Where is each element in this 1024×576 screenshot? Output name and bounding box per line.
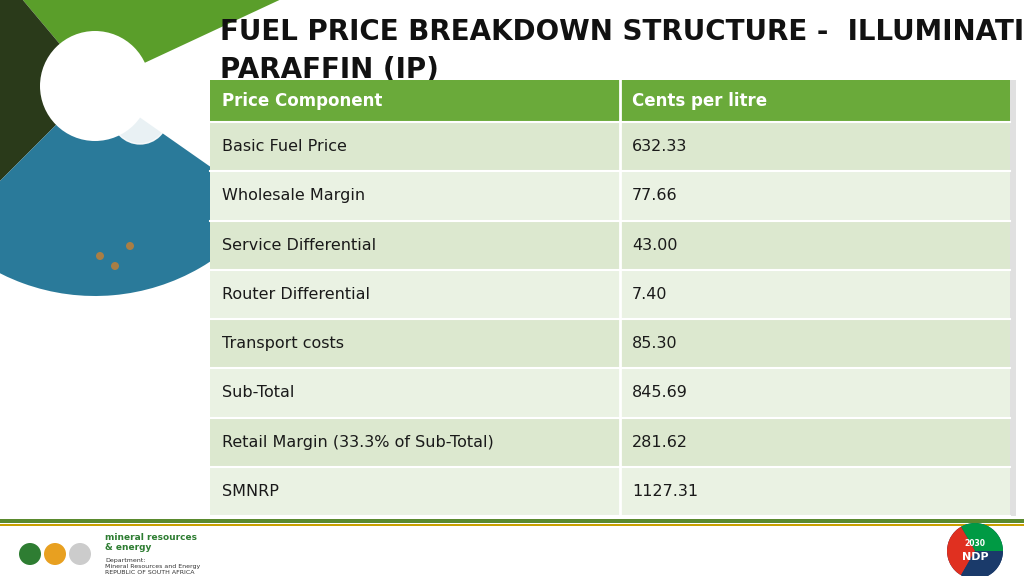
Wedge shape <box>947 526 975 575</box>
Text: 2030: 2030 <box>965 539 985 548</box>
Text: FUEL PRICE BREAKDOWN STRUCTURE -  ILLUMINATING: FUEL PRICE BREAKDOWN STRUCTURE - ILLUMIN… <box>220 18 1024 46</box>
Circle shape <box>40 31 150 141</box>
Text: & energy: & energy <box>105 544 152 552</box>
Circle shape <box>19 543 41 565</box>
Bar <box>210 368 1010 418</box>
Bar <box>1010 80 1016 516</box>
Bar <box>0 0 210 521</box>
Text: 845.69: 845.69 <box>632 385 688 400</box>
Text: Router Differential: Router Differential <box>222 287 370 302</box>
Bar <box>0 519 1024 523</box>
Circle shape <box>96 252 104 260</box>
Bar <box>0 524 1024 526</box>
Wedge shape <box>0 0 95 234</box>
Text: mineral resources: mineral resources <box>105 533 197 543</box>
Bar <box>210 270 1010 319</box>
Circle shape <box>44 543 66 565</box>
Wedge shape <box>0 0 286 86</box>
Bar <box>210 319 1010 368</box>
Text: Retail Margin (33.3% of Sub-Total): Retail Margin (33.3% of Sub-Total) <box>222 435 494 450</box>
Text: 77.66: 77.66 <box>632 188 678 203</box>
Text: Wholesale Margin: Wholesale Margin <box>222 188 366 203</box>
Wedge shape <box>0 86 267 296</box>
Text: Cents per litre: Cents per litre <box>632 92 767 110</box>
Text: 1127.31: 1127.31 <box>632 484 698 499</box>
Wedge shape <box>961 551 1002 576</box>
Text: 43.00: 43.00 <box>632 238 678 253</box>
Bar <box>210 221 1010 270</box>
Text: Basic Fuel Price: Basic Fuel Price <box>222 139 347 154</box>
Text: Transport costs: Transport costs <box>222 336 344 351</box>
Wedge shape <box>961 523 1002 551</box>
Circle shape <box>126 242 134 250</box>
Bar <box>210 122 1010 171</box>
Text: 632.33: 632.33 <box>632 139 687 154</box>
Bar <box>210 171 1010 221</box>
Text: Department:
Mineral Resources and Energy
REPUBLIC OF SOUTH AFRICA: Department: Mineral Resources and Energy… <box>105 558 201 575</box>
Text: SMNRP: SMNRP <box>222 484 279 499</box>
Circle shape <box>947 523 1002 576</box>
Text: Price Component: Price Component <box>222 92 382 110</box>
Circle shape <box>112 88 168 144</box>
Text: PARAFFIN (IP): PARAFFIN (IP) <box>220 56 439 84</box>
Text: Service Differential: Service Differential <box>222 238 376 253</box>
Circle shape <box>69 543 91 565</box>
Bar <box>210 418 1010 467</box>
Bar <box>210 80 1010 122</box>
Text: Sub-Total: Sub-Total <box>222 385 294 400</box>
Circle shape <box>111 262 119 270</box>
Bar <box>0 521 1024 576</box>
Text: 85.30: 85.30 <box>632 336 678 351</box>
Text: 281.62: 281.62 <box>632 435 688 450</box>
Bar <box>210 467 1010 516</box>
Text: NDP: NDP <box>962 552 988 562</box>
Circle shape <box>45 36 145 136</box>
Text: 7.40: 7.40 <box>632 287 668 302</box>
